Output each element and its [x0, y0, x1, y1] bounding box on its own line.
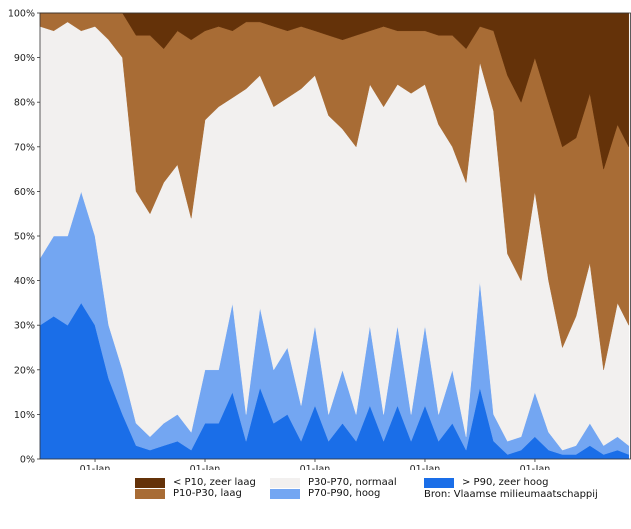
y-tick-label: 40% [14, 276, 35, 287]
plot-areas [39, 12, 630, 460]
legend-swatch-icon [135, 477, 165, 488]
x-tick-labels: 01-Jan200201-Jan200601-Jan201001-Jan2014… [80, 464, 551, 470]
chart: 0% 10% 20% 30% 40% 50% 60% 70% 80% 90% 100% 01-Jan… [8, 9, 631, 470]
legend-swatch-icon [270, 488, 300, 499]
legend-item: P70-P90, hoog [270, 488, 380, 499]
y-tick-label: 20% [14, 365, 35, 376]
x-tick-label: 01-Jan [520, 464, 551, 470]
y-tick-label: 80% [14, 98, 35, 109]
y-tick-label: 0% [20, 455, 35, 466]
legend-item: P10-P30, laag [135, 488, 242, 499]
legend-swatch-icon [135, 488, 165, 499]
y-tick-label: 70% [14, 142, 35, 153]
source-note: Bron: Vlaamse milieumaatschappij [424, 489, 598, 500]
legend-label: P10-P30, laag [173, 488, 242, 499]
x-tick-label: 01-Jan [410, 464, 441, 470]
legend-swatch-icon [424, 477, 454, 488]
legend-item: < P10, zeer laag [135, 477, 256, 488]
x-tick-label: 01-Jan [190, 464, 221, 470]
y-tick-label: 30% [14, 321, 35, 332]
legend-label: P30-P70, normaal [308, 477, 397, 488]
y-tick-label: 100% [8, 9, 35, 20]
legend-item: > P90, zeer hoog [424, 477, 548, 488]
legend-item: P30-P70, normaal [270, 477, 397, 488]
legend-label: < P10, zeer laag [173, 477, 256, 488]
y-tick-label: 50% [14, 232, 35, 243]
y-tick-label: 60% [14, 187, 35, 198]
legend-label: > P90, zeer hoog [462, 477, 549, 488]
legend: < P10, zeer laag P10-P30, laag P30-P70, … [135, 472, 615, 524]
y-tick-labels: 0% 10% 20% 30% 40% 50% 60% 70% 80% 90% 100% [8, 9, 35, 466]
y-tick-label: 90% [14, 53, 35, 64]
legend-swatch-icon [270, 477, 300, 488]
x-tick-label: 01-Jan [300, 464, 331, 470]
x-tick-label: 01-Jan [80, 464, 111, 470]
y-tick-label: 10% [14, 410, 35, 421]
legend-label: P70-P90, hoog [308, 488, 381, 499]
